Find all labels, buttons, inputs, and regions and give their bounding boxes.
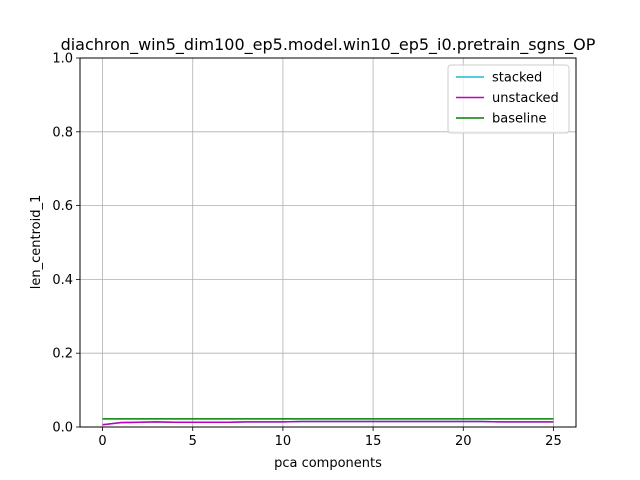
y-axis-label: len_centroid_1 <box>29 195 44 289</box>
chart-title: diachron_win5_dim100_ep5.model.win10_ep5… <box>61 35 596 55</box>
y-tick-label: 0.0 <box>52 421 73 436</box>
x-axis-label: pca components <box>274 456 382 471</box>
x-tick-label: 15 <box>365 434 382 449</box>
legend-label-stacked: stacked <box>492 71 542 86</box>
series-group <box>102 418 554 426</box>
x-tick-label: 25 <box>545 434 562 449</box>
x-axis: 0 5 10 15 20 25 <box>98 427 562 449</box>
legend-box <box>447 64 570 134</box>
x-tick-label: 5 <box>189 434 197 449</box>
series-line-unstacked <box>102 420 554 426</box>
y-tick-label: 0.2 <box>52 347 73 362</box>
x-tick-label: 0 <box>98 434 106 449</box>
y-tick-label: 1.0 <box>52 52 73 67</box>
x-tick-label: 10 <box>275 434 292 449</box>
y-tick-label: 0.4 <box>52 273 73 288</box>
legend-label-unstacked: unstacked <box>492 91 559 106</box>
y-tick-label: 0.8 <box>52 125 73 140</box>
legend-label-baseline: baseline <box>492 112 546 127</box>
plot-frame <box>79 57 577 428</box>
legend: stacked unstacked baseline <box>447 64 570 134</box>
x-tick-label: 20 <box>455 434 472 449</box>
y-axis: 0.0 0.2 0.4 0.6 0.8 1.0 <box>52 52 80 436</box>
y-tick-label: 0.6 <box>52 199 73 214</box>
